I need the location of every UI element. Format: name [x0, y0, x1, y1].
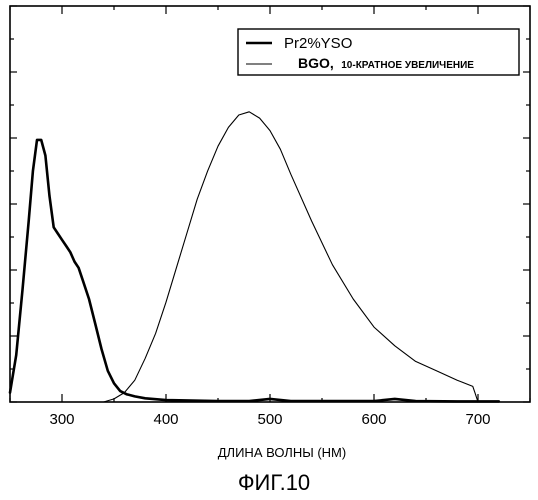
- legend: Pr2%YSO BGO, 10-КРАТНОЕ УВЕЛИЧЕНИЕ: [238, 29, 519, 75]
- x-tick-label: 600: [361, 411, 386, 428]
- legend-label-pr2yso: Pr2%YSO: [284, 35, 352, 52]
- series-line-bgo: [104, 112, 478, 402]
- x-tick-label: 400: [153, 411, 178, 428]
- legend-label-bgo-main: BGO,: [298, 55, 334, 71]
- x-tick-label: 700: [465, 411, 490, 428]
- figure-caption: ФИГ.10: [238, 470, 310, 495]
- x-tick-label: 500: [257, 411, 282, 428]
- series-layer: [10, 112, 499, 402]
- legend-label-bgo-note: 10-КРАТНОЕ УВЕЛИЧЕНИЕ: [341, 60, 474, 71]
- series-line-pr2yso: [10, 140, 499, 402]
- x-tick-label: 300: [49, 411, 74, 428]
- x-axis-label: ДЛИНА ВОЛНЫ (НМ): [218, 445, 346, 460]
